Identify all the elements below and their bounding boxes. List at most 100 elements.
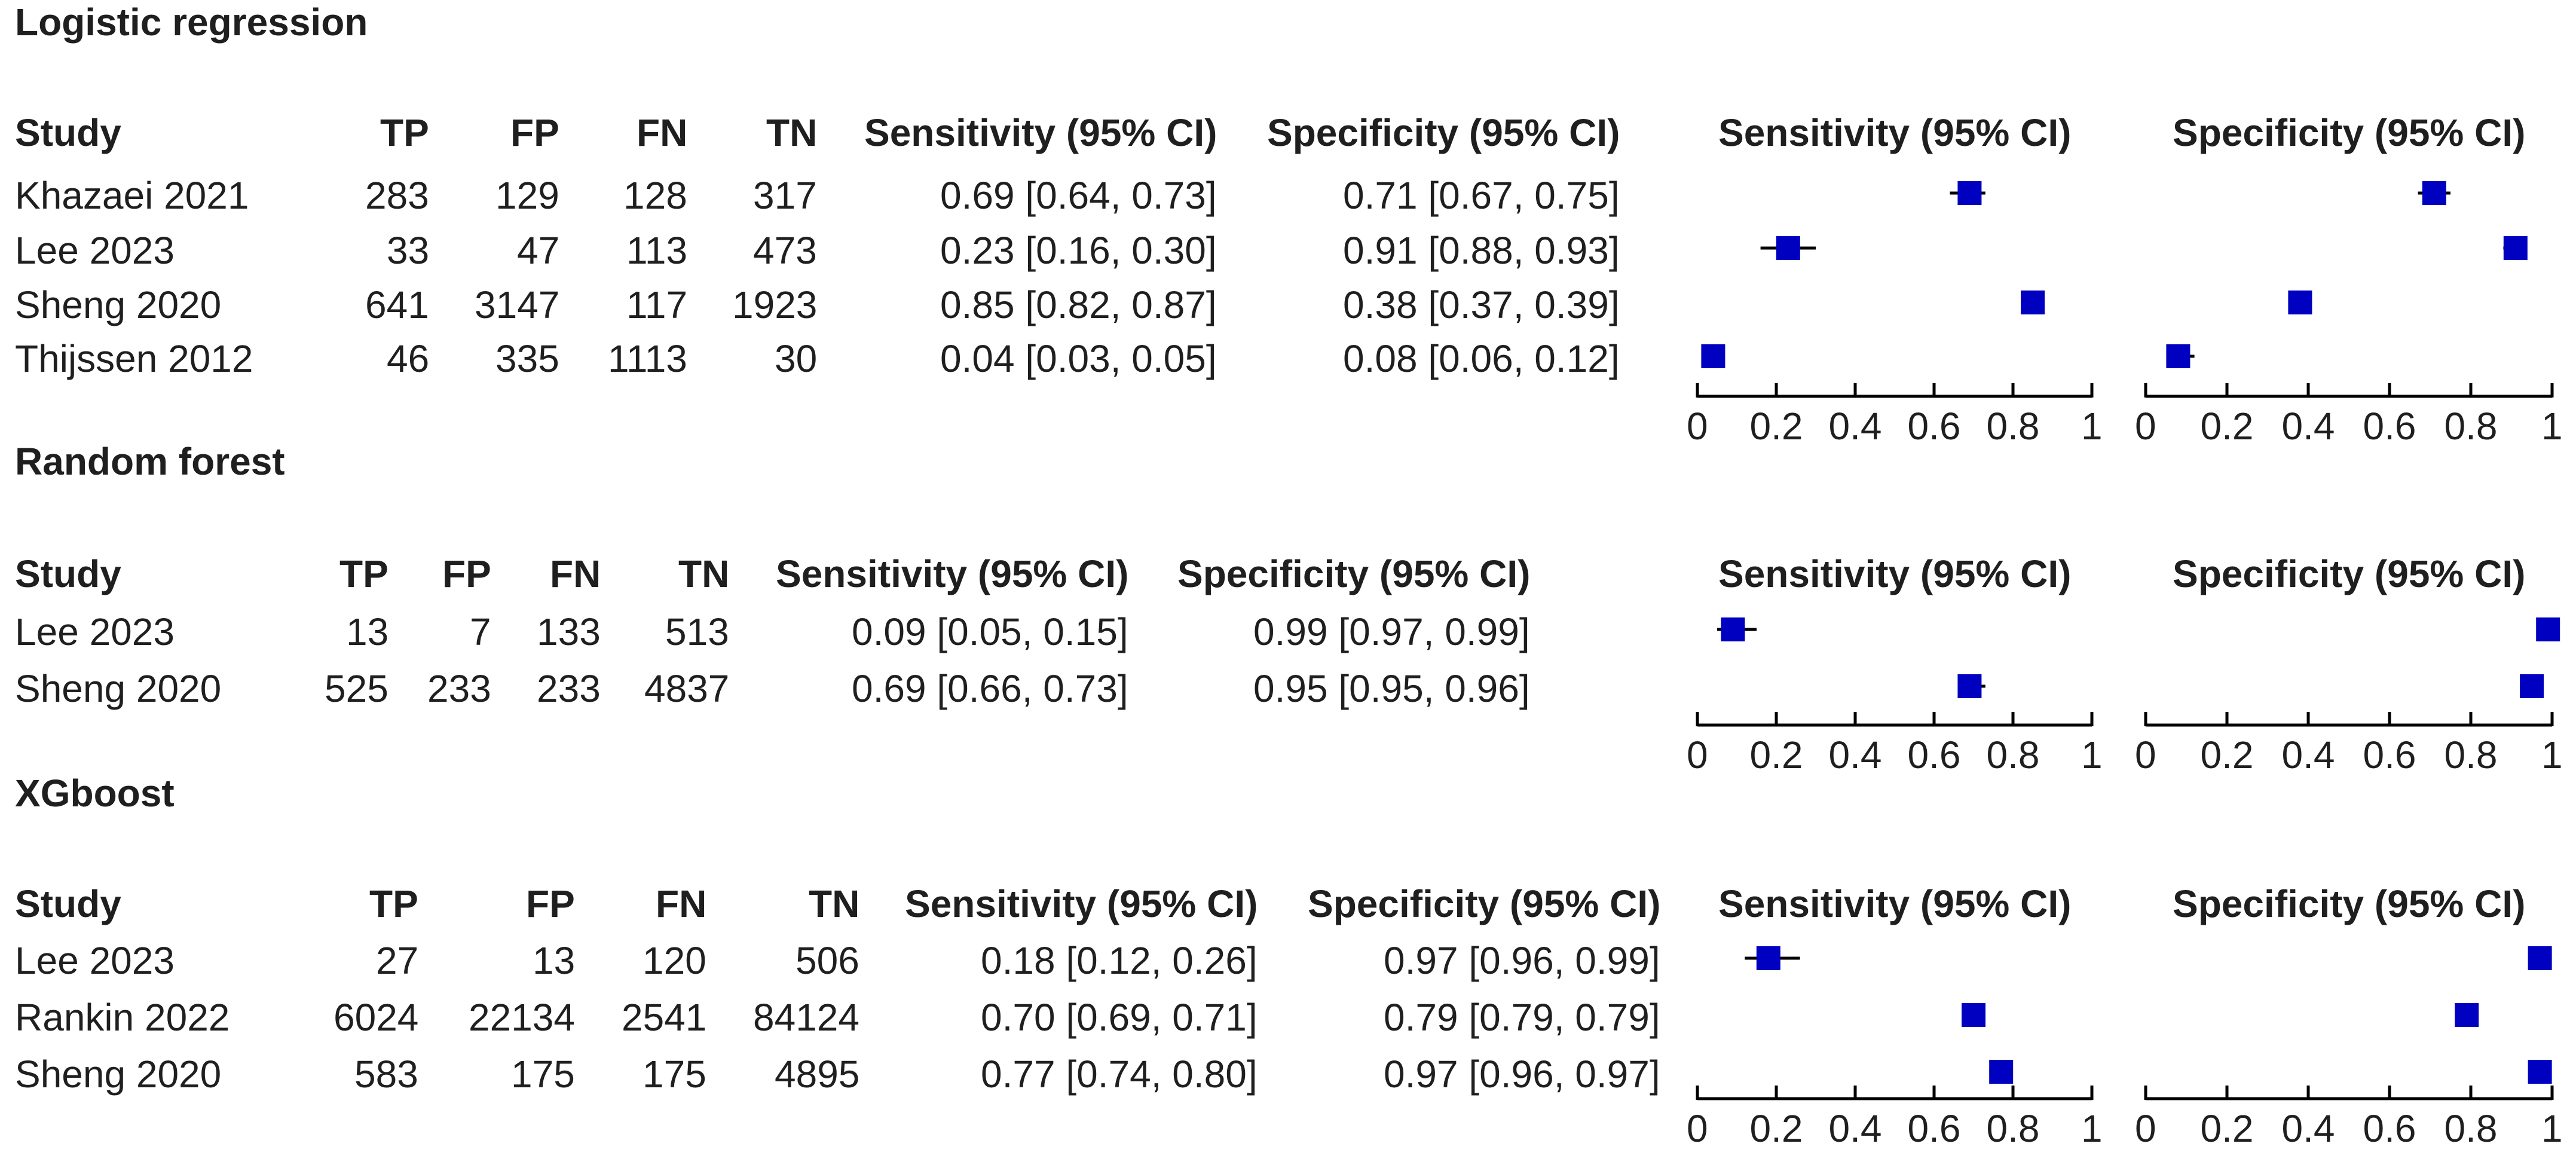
spec-tick-label: 1 [2541, 405, 2563, 448]
fn-value: 117 [626, 283, 688, 327]
plot-header-sensitivity: Sensitivity (95% CI) [1718, 552, 2072, 596]
sens-tick-label: 0.8 [1986, 1107, 2040, 1151]
study-name: Lee 2023 [15, 610, 175, 654]
sens-point-marker [1989, 1060, 2014, 1084]
spec-tick-label: 1 [2541, 733, 2563, 777]
tn-value: 4895 [775, 1053, 860, 1096]
sens-tick-label: 1 [2081, 405, 2103, 448]
header-study: Study [15, 552, 121, 596]
sens-tick-label: 0.8 [1986, 405, 2040, 448]
spec-tick-label: 0.4 [2281, 1107, 2335, 1151]
header-fn: FN [637, 111, 688, 155]
fn-value: 113 [626, 229, 688, 273]
tp-value: 6024 [334, 996, 419, 1039]
spec-tick-label: 0.6 [2363, 1107, 2416, 1151]
header-tn: TN [678, 552, 730, 596]
specificity-ci-text: 0.08 [0.06, 0.12] [1343, 337, 1620, 381]
header-fn: FN [656, 882, 707, 926]
specificity-ci-text: 0.97 [0.96, 0.97] [1384, 1053, 1660, 1096]
tn-value: 317 [753, 174, 817, 218]
tn-value: 513 [665, 610, 729, 654]
spec-point-marker [2503, 236, 2528, 260]
spec-point-marker [2520, 674, 2544, 698]
tn-value: 30 [775, 337, 818, 381]
header-tp: TP [369, 882, 418, 926]
sens-tick-label: 0.6 [1907, 405, 1961, 448]
tp-value: 13 [346, 610, 389, 654]
sens-tick-label: 1 [2081, 733, 2103, 777]
tn-value: 506 [796, 939, 859, 983]
specificity-ci-text: 0.99 [0.97, 0.99] [1253, 610, 1530, 654]
plot-header-specificity: Specificity (95% CI) [2173, 552, 2526, 596]
spec-tick-label: 0.8 [2444, 405, 2498, 448]
sensitivity-ci-text: 0.70 [0.69, 0.71] [981, 996, 1258, 1039]
header-fp: FP [442, 552, 491, 596]
fn-value: 2541 [622, 996, 707, 1039]
header-sensitivity: Sensitivity (95% CI) [864, 111, 1217, 155]
study-name: Rankin 2022 [15, 996, 230, 1039]
sens-tick-label: 0 [1687, 1107, 1708, 1151]
header-fp: FP [510, 111, 559, 155]
tp-value: 27 [376, 939, 419, 983]
specificity-ci-text: 0.38 [0.37, 0.39] [1343, 283, 1620, 327]
tp-value: 283 [365, 174, 429, 218]
spec-point-marker [2166, 344, 2190, 368]
sens-point-marker [1756, 946, 1780, 970]
specificity-ci-text: 0.91 [0.88, 0.93] [1343, 229, 1620, 273]
sens-tick-label: 0.4 [1828, 405, 1882, 448]
tp-value: 46 [387, 337, 430, 381]
sens-point-marker [1957, 181, 1982, 205]
spec-point-marker [2528, 1060, 2552, 1084]
header-fp: FP [526, 882, 575, 926]
sens-tick-label: 0.6 [1907, 1107, 1961, 1151]
plot-header-specificity: Specificity (95% CI) [2173, 111, 2526, 155]
study-name: Thijssen 2012 [15, 337, 253, 381]
tn-value: 84124 [753, 996, 859, 1039]
spec-tick-label: 1 [2541, 1107, 2563, 1151]
group-title: Random forest [15, 440, 285, 484]
fn-value: 120 [643, 939, 706, 983]
sens-point-marker [1776, 236, 1800, 260]
fp-value: 22134 [469, 996, 575, 1039]
spec-tick-label: 0.6 [2363, 405, 2416, 448]
header-sensitivity: Sensitivity (95% CI) [776, 552, 1129, 596]
fn-value: 1113 [608, 337, 687, 381]
spec-tick-label: 0 [2135, 405, 2156, 448]
specificity-ci-text: 0.71 [0.67, 0.75] [1343, 174, 1620, 218]
study-name: Lee 2023 [15, 229, 175, 273]
sensitivity-ci-text: 0.04 [0.03, 0.05] [940, 337, 1217, 381]
spec-point-marker [2528, 946, 2552, 970]
tn-value: 473 [753, 229, 817, 273]
spec-point-marker [2536, 617, 2560, 641]
sens-tick-label: 0.4 [1828, 1107, 1882, 1151]
tn-value: 1923 [732, 283, 818, 327]
plot-header-sensitivity: Sensitivity (95% CI) [1718, 111, 2072, 155]
fp-value: 129 [495, 174, 559, 218]
sensitivity-ci-text: 0.23 [0.16, 0.30] [940, 229, 1217, 273]
sens-tick-label: 1 [2081, 1107, 2103, 1151]
fn-value: 175 [643, 1053, 706, 1096]
sens-tick-label: 0 [1687, 733, 1708, 777]
study-name: Lee 2023 [15, 939, 175, 983]
header-specificity: Specificity (95% CI) [1308, 882, 1661, 926]
spec-tick-label: 0.2 [2200, 733, 2254, 777]
tp-value: 641 [365, 283, 429, 327]
specificity-ci-text: 0.79 [0.79, 0.79] [1384, 996, 1660, 1039]
study-name: Sheng 2020 [15, 1053, 222, 1096]
spec-point-marker [2288, 291, 2312, 314]
fp-value: 7 [470, 610, 491, 654]
sensitivity-ci-text: 0.18 [0.12, 0.26] [981, 939, 1258, 983]
sens-point-marker [2021, 291, 2045, 314]
sens-tick-label: 0.4 [1828, 733, 1882, 777]
spec-point-marker [2422, 181, 2446, 205]
sensitivity-ci-text: 0.09 [0.05, 0.15] [852, 610, 1128, 654]
spec-tick-label: 0 [2135, 1107, 2156, 1151]
spec-tick-label: 0.4 [2281, 733, 2335, 777]
header-tp: TP [339, 552, 388, 596]
tp-value: 525 [325, 667, 388, 711]
plot-header-specificity: Specificity (95% CI) [2173, 882, 2526, 926]
fp-value: 47 [517, 229, 560, 273]
sens-point-marker [1962, 1003, 1985, 1027]
